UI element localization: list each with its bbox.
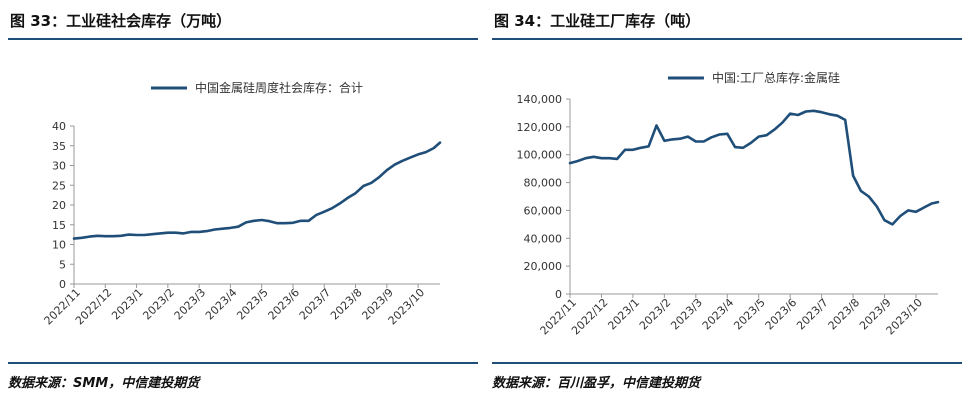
y-tick-label: 120,000 [517, 121, 563, 134]
y-tick-label: 25 [52, 179, 66, 192]
source-divider [8, 362, 478, 364]
chart-legend: 中国:工厂总库存:金属硅 [667, 70, 840, 85]
series-line [72, 141, 442, 240]
y-tick-label: 30 [52, 160, 66, 173]
x-tick-label: 2023/5 [731, 296, 768, 333]
source-divider [492, 362, 962, 364]
y-tick-label: 40 [52, 120, 66, 133]
data-source-note: 数据来源：百川盈孚，中信建投期货 [492, 376, 701, 391]
x-tick-label: 2023/1 [605, 296, 642, 333]
y-tick-label: 140,000 [517, 93, 563, 106]
y-tick-label: 80,000 [524, 177, 563, 190]
x-tick-label: 2023/6 [266, 286, 303, 323]
x-tick-label: 2023/7 [794, 296, 831, 333]
y-tick-label: 35 [52, 140, 66, 153]
y-tick-label: 20 [52, 199, 66, 212]
series-line [568, 109, 940, 226]
x-tick-label: 2023/5 [234, 286, 271, 323]
y-tick-label: 5 [59, 258, 66, 271]
inventory-panel-right: 图 34：工业硅工厂库存（吨） 0 20,000 40,000 60,000 80,00… [492, 0, 962, 401]
y-tick-label: 10 [52, 239, 66, 252]
x-tick-label: 2023/3 [668, 296, 705, 333]
y-tick-label: 0 [555, 288, 562, 301]
x-tick-label: 2023/4 [700, 296, 737, 333]
figure-title: 图 34：工业硅工厂库存（吨） [494, 12, 701, 30]
inventory-panel-left: 图 33：工业硅社会库存（万吨） 0 5 10 15 20 25 30 35 40 2022/11… [8, 0, 478, 401]
y-tick-label: 15 [52, 219, 66, 232]
chart-legend: 中国金属硅周度社会库存：合计 [150, 80, 363, 95]
y-tick-label: 100,000 [517, 149, 563, 162]
x-tick-label: 2023/2 [140, 286, 177, 323]
y-tick-label: 0 [59, 278, 66, 291]
legend-label: 中国:工厂总库存:金属硅 [712, 70, 840, 85]
y-tick-label: 40,000 [524, 232, 563, 245]
y-tick-label: 20,000 [524, 260, 563, 273]
data-source-note: 数据来源：SMM，中信建投期货 [8, 376, 200, 391]
x-tick-label: 2023/8 [826, 296, 863, 333]
figure-title: 图 33：工业硅社会库存（万吨） [10, 12, 232, 30]
social-inventory-line-chart: 05101520253035402022/112022/122023/12023… [42, 80, 442, 327]
x-tick-label: 2023/8 [328, 286, 365, 323]
y-tick-label: 60,000 [524, 204, 563, 217]
title-divider [8, 38, 478, 40]
x-tick-label: 2023/1 [109, 286, 146, 323]
title-divider [492, 38, 962, 40]
x-tick-label: 2023/6 [763, 296, 800, 333]
x-tick-label: 2023/2 [637, 296, 674, 333]
x-tick-label: 2023/3 [172, 286, 209, 323]
legend-label: 中国金属硅周度社会库存：合计 [195, 80, 363, 95]
factory-inventory-line-chart: 0 20,000 40,000 60,000 80,000 100,000 120,000 1… [517, 70, 940, 337]
x-tick-label: 2023/4 [203, 286, 240, 323]
x-tick-label: 2023/7 [297, 286, 334, 323]
